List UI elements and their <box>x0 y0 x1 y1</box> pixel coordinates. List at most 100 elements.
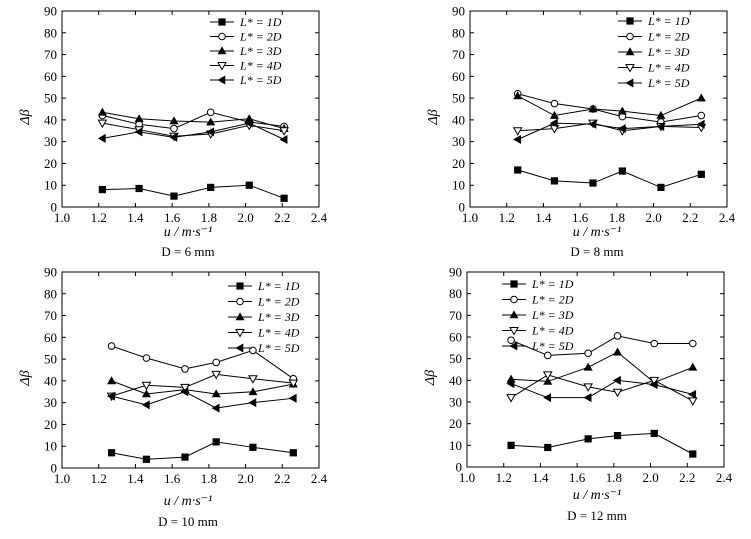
y-tick-label: 40 <box>44 373 57 388</box>
data-point <box>170 192 178 200</box>
y-tick-label: 80 <box>452 25 465 40</box>
data-point <box>512 127 523 136</box>
series-line-4 <box>517 122 702 132</box>
data-point <box>134 127 143 137</box>
y-tick-label: 70 <box>449 308 462 323</box>
legend-entry-label: L* = 2D <box>239 30 282 44</box>
series-line-5 <box>517 122 702 140</box>
data-point <box>97 133 106 143</box>
y-tick-label: 10 <box>44 439 57 454</box>
legend-entry-label: L* = 2D <box>647 30 690 44</box>
series-line-3 <box>111 380 294 395</box>
y-tick-label: 10 <box>452 178 465 193</box>
legend-entry-label: L* = 2D <box>531 293 574 307</box>
x-tick-label: 1.6 <box>569 470 586 485</box>
x-tick-label: 2.2 <box>274 471 290 486</box>
data-point <box>279 127 289 136</box>
data-point <box>107 376 117 385</box>
chart-panel-2: 1.0 1.2 1.4 1.6 1.8 2.0 2.2 2.4 0 10 20 30 40 50 60 70 8… <box>426 4 736 260</box>
panel-caption: D = 12 mm <box>567 508 627 523</box>
data-point <box>543 393 552 403</box>
legend-marker <box>625 64 635 73</box>
data-point <box>134 114 144 123</box>
y-axis-label: Δβ <box>18 370 33 386</box>
y-tick-label: 10 <box>44 178 57 193</box>
data-point <box>142 455 151 463</box>
data-point <box>141 400 150 410</box>
x-axis-label: u / m·s⁻¹ <box>573 488 622 503</box>
legend-entry-label: L* = 4D <box>239 59 282 73</box>
data-point <box>588 119 597 129</box>
legend-entry-label: L* = 3D <box>257 310 300 324</box>
x-tick-label: 2.4 <box>311 471 328 486</box>
chart-panel-4: 1.0 1.2 1.4 1.6 1.8 2.0 2.2 2.4 0 10 20 30 40 50 60 70 8… <box>423 265 733 524</box>
legend-marker <box>218 32 226 41</box>
y-tick-label: 60 <box>452 69 465 84</box>
x-tick-label: 2.0 <box>642 470 658 485</box>
legend-entry-label: L* = 3D <box>531 308 574 322</box>
x-tick-label: 1.4 <box>127 210 144 225</box>
data-point <box>97 119 108 129</box>
legend-marker <box>236 297 244 306</box>
legend-entry-label: L* = 5D <box>257 341 300 355</box>
data-point <box>206 108 215 117</box>
data-point <box>170 124 178 133</box>
data-point <box>650 339 659 348</box>
x-axis-label: u / m·s⁻¹ <box>164 225 213 240</box>
y-tick-label: 40 <box>449 373 462 388</box>
data-point <box>245 181 253 189</box>
data-point <box>583 393 592 403</box>
data-point <box>584 349 592 358</box>
data-point <box>211 389 221 398</box>
legend-marker <box>217 46 227 55</box>
legend-marker <box>510 295 518 304</box>
series-line-2 <box>102 111 285 130</box>
data-point <box>506 394 516 403</box>
series-line-1 <box>517 169 702 188</box>
data-point <box>514 166 522 174</box>
data-point <box>613 332 622 340</box>
x-tick-label: 1.4 <box>127 471 144 486</box>
data-point <box>618 167 626 175</box>
x-tick-label: 1.2 <box>91 210 107 225</box>
data-point <box>206 127 214 137</box>
legend-entry-label: L* = 2D <box>257 295 300 309</box>
data-point <box>97 107 107 116</box>
chart-panel-1: 1.0 1.2 1.4 1.6 1.8 2.0 2.2 2.4 0 10 20 30 40 50 60 70 8… <box>18 4 328 260</box>
data-point <box>513 91 523 100</box>
y-axis-label: Δβ <box>423 370 438 386</box>
x-tick-label: 2.4 <box>716 470 733 485</box>
data-point <box>106 391 115 401</box>
x-axis-label: u / m·s⁻¹ <box>573 225 622 240</box>
series-line-5 <box>510 379 693 399</box>
x-tick-label: 1.0 <box>459 470 475 485</box>
y-tick-label: 0 <box>51 200 58 215</box>
x-tick-label: 1.4 <box>535 210 552 225</box>
legend-entry-label: L* = 1D <box>647 14 690 28</box>
x-tick-label: 2.0 <box>645 210 661 225</box>
y-tick-label: 60 <box>44 69 57 84</box>
panel-caption: D = 6 mm <box>161 244 214 259</box>
data-point <box>612 388 623 398</box>
data-point <box>697 170 705 178</box>
series-line-2 <box>517 93 702 123</box>
data-point <box>142 354 151 362</box>
data-point <box>613 431 622 440</box>
legend-marker <box>625 78 634 88</box>
plot-frame <box>469 10 728 208</box>
data-point <box>288 393 297 403</box>
y-axis-label: Δβ <box>426 109 441 125</box>
data-point <box>583 362 593 371</box>
legend-marker <box>510 280 518 288</box>
legend-entry-label: L* = 3D <box>239 44 282 58</box>
x-tick-label: 2.2 <box>682 210 698 225</box>
data-point <box>248 375 258 384</box>
data-point <box>141 389 151 398</box>
legend-marker <box>217 62 227 71</box>
plot-frame <box>466 271 725 468</box>
data-point <box>141 381 152 391</box>
data-point <box>583 383 594 392</box>
x-tick-label: 2.0 <box>237 471 253 486</box>
x-tick-label: 1.8 <box>609 210 625 225</box>
